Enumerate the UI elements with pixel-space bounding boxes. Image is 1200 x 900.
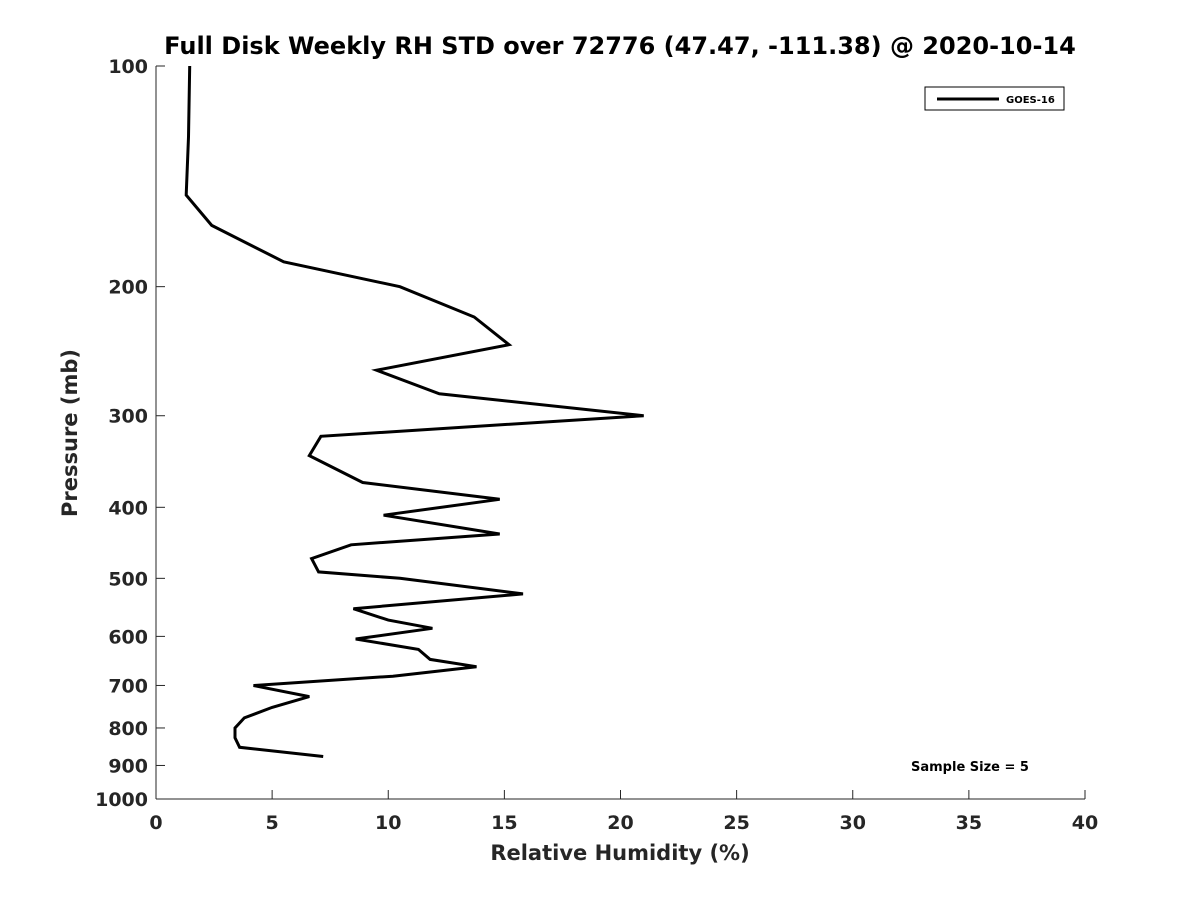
- x-tick-label: 0: [149, 812, 162, 834]
- x-axis-ticks: 0 5 10 15 20 25 30 35 40: [149, 790, 1098, 834]
- y-tick-label: 500: [108, 568, 148, 590]
- y-tick-label: 700: [108, 675, 148, 697]
- y-axis-label: Pressure (mb): [58, 349, 82, 517]
- sample-size-annotation: Sample Size = 5: [911, 760, 1029, 775]
- y-tick-label: 900: [108, 755, 148, 777]
- x-tick-label: 5: [266, 812, 279, 834]
- x-tick-label: 40: [1072, 812, 1098, 834]
- x-tick-label: 35: [956, 812, 982, 834]
- y-tick-label: 800: [108, 718, 148, 740]
- y-tick-label: 600: [108, 626, 148, 648]
- y-tick-label: 300: [108, 406, 148, 428]
- legend: GOES-16: [924, 86, 1065, 111]
- x-tick-label: 15: [491, 812, 517, 834]
- x-tick-label: 20: [607, 812, 633, 834]
- y-axis-ticks: 100 200 300 400 500 600 700 800 900 1000: [95, 56, 165, 811]
- y-tick-label: 200: [108, 277, 148, 299]
- legend-label-goes-16: GOES-16: [1006, 95, 1055, 106]
- series-line-goes-16: [184, 65, 644, 758]
- x-axis-label: Relative Humidity (%): [490, 841, 749, 865]
- chart-title: Full Disk Weekly RH STD over 72776 (47.4…: [164, 32, 1076, 60]
- x-tick-label: 25: [723, 812, 749, 834]
- x-tick-label: 10: [375, 812, 401, 834]
- x-tick-label: 30: [840, 812, 866, 834]
- y-tick-label: 100: [108, 56, 148, 78]
- y-tick-label: 400: [108, 497, 148, 519]
- y-tick-label: 1000: [95, 789, 148, 811]
- plot-area: [155, 65, 1085, 800]
